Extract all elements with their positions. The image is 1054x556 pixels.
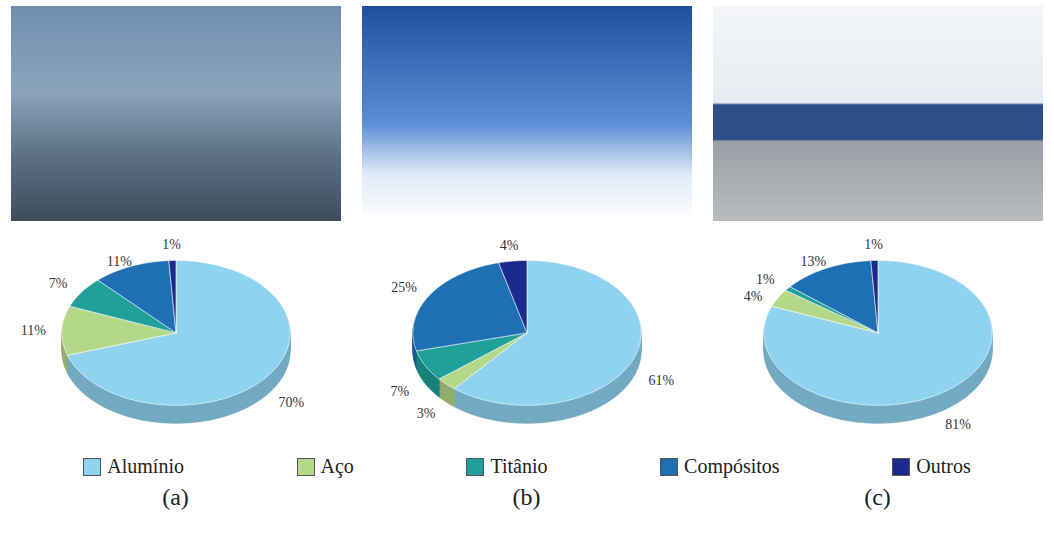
- svg-text:3%: 3%: [417, 406, 436, 421]
- svg-text:4%: 4%: [744, 289, 763, 304]
- svg-text:13%: 13%: [800, 254, 826, 269]
- html-text:Alumínio: Alumínio: [107, 455, 184, 477]
- html-text:(b): (b): [512, 484, 541, 510]
- svg-text:1%: 1%: [864, 237, 883, 252]
- svg-text:70%: 70%: [279, 395, 305, 410]
- svg-text:1%: 1%: [756, 272, 775, 287]
- html-text:(a): (a): [162, 484, 189, 510]
- svg-text:1%: 1%: [162, 237, 181, 252]
- html-text:Titânio: Titânio: [490, 455, 548, 477]
- svg-text:81%: 81%: [945, 417, 971, 432]
- svg-text:11%: 11%: [107, 254, 132, 269]
- html-text:(c): (c): [864, 484, 891, 510]
- svg-text:7%: 7%: [49, 276, 68, 291]
- svg-text:11%: 11%: [21, 323, 46, 338]
- svg-text:4%: 4%: [500, 238, 519, 253]
- html-text:Compósitos: Compósitos: [684, 455, 780, 477]
- svg-text:25%: 25%: [391, 280, 417, 295]
- svg-text:7%: 7%: [391, 384, 410, 399]
- html-text:Aço: Aço: [320, 455, 354, 477]
- svg-text:61%: 61%: [648, 373, 674, 388]
- html-text:Outros: Outros: [916, 455, 971, 477]
